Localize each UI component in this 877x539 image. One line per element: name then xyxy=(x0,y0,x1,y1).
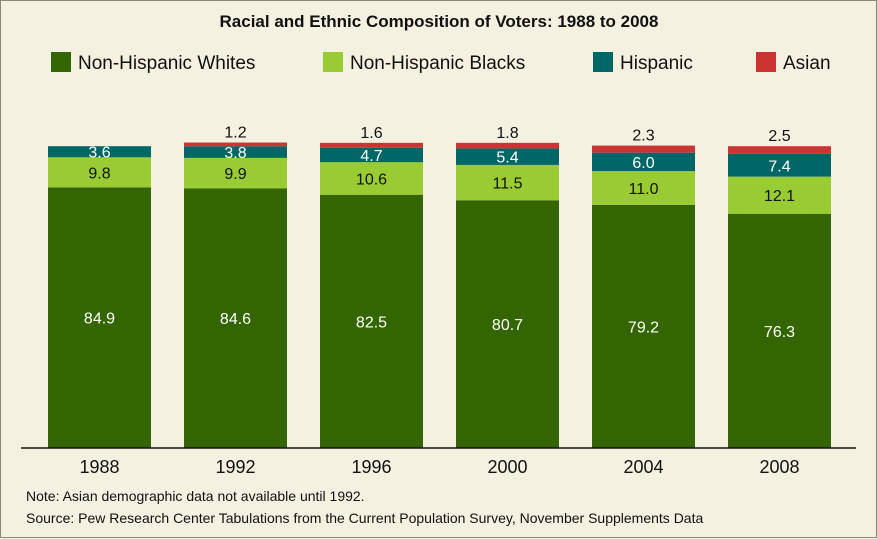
bar-asian-2004 xyxy=(592,145,695,153)
data-label-hispanic-2004: 6.0 xyxy=(632,155,654,172)
data-label-non-hispanic-blacks-2008: 12.1 xyxy=(764,188,795,205)
bar-non-hispanic-whites-1988 xyxy=(48,187,151,448)
legend-swatch-hispanic xyxy=(593,52,613,72)
data-label-asian-1996: 1.6 xyxy=(360,125,382,142)
bar-asian-1992 xyxy=(184,142,287,147)
bar-non-hispanic-blacks-2004 xyxy=(592,171,695,205)
data-label-hispanic-2008: 7.4 xyxy=(768,158,790,175)
data-label-non-hispanic-blacks-1988: 9.8 xyxy=(88,165,110,182)
bar-asian-2000 xyxy=(456,142,559,149)
data-label-non-hispanic-whites-1988: 84.9 xyxy=(84,311,115,328)
bars: 84.9 9.8 3.6 84.6 9.9 3.8 1.2 82.5 10.6 4.7 1.6 80.… xyxy=(48,125,831,448)
bar-asian-2008 xyxy=(728,146,831,154)
bar-asian-1996 xyxy=(320,142,423,148)
bar-non-hispanic-blacks-2000 xyxy=(456,164,559,201)
bar-hispanic-1996 xyxy=(320,147,423,163)
data-label-asian-1992: 1.2 xyxy=(224,125,246,142)
bar-hispanic-2000 xyxy=(456,148,559,165)
bar-non-hispanic-blacks-1992 xyxy=(184,157,287,189)
source-text: Source: Pew Research Center Tabulations … xyxy=(26,510,703,526)
data-label-non-hispanic-whites-2008: 76.3 xyxy=(764,324,795,341)
bar-non-hispanic-blacks-1996 xyxy=(320,162,423,195)
data-label-hispanic-1988: 3.6 xyxy=(88,145,110,162)
data-label-hispanic-1992: 3.8 xyxy=(224,145,246,162)
data-label-non-hispanic-whites-1996: 82.5 xyxy=(356,314,387,331)
x-tick-2008: 2008 xyxy=(759,457,799,477)
legend: Non-Hispanic Whites Non-Hispanic Blacks Hi… xyxy=(51,52,831,74)
x-tick-1988: 1988 xyxy=(79,457,119,477)
bar-non-hispanic-whites-2004 xyxy=(592,204,695,448)
data-label-non-hispanic-whites-2000: 80.7 xyxy=(492,317,523,334)
bar-hispanic-2008 xyxy=(728,153,831,177)
x-tick-1996: 1996 xyxy=(351,457,391,477)
data-label-non-hispanic-blacks-1992: 9.9 xyxy=(224,166,246,183)
data-label-non-hispanic-whites-2004: 79.2 xyxy=(628,319,659,336)
data-label-non-hispanic-blacks-2000: 11.5 xyxy=(493,176,523,193)
bar-hispanic-1992 xyxy=(184,146,287,158)
x-tick-2004: 2004 xyxy=(623,457,663,477)
bar-non-hispanic-whites-1992 xyxy=(184,188,287,448)
chart-title: Racial and Ethnic Composition of Voters:… xyxy=(220,12,659,31)
data-label-hispanic-2000: 5.4 xyxy=(496,150,518,167)
note-text: Note: Asian demographic data not availab… xyxy=(26,488,365,504)
bar-non-hispanic-whites-2000 xyxy=(456,200,559,448)
legend-label-non-hispanic-whites: Non-Hispanic Whites xyxy=(78,53,255,74)
x-tick-labels: 1988 1992 1996 2000 2004 2008 xyxy=(79,457,799,477)
data-label-non-hispanic-whites-1992: 84.6 xyxy=(220,311,251,328)
bar-hispanic-2004 xyxy=(592,152,695,172)
legend-swatch-non-hispanic-blacks xyxy=(323,52,343,72)
data-label-asian-2008: 2.5 xyxy=(768,128,790,145)
data-label-non-hispanic-blacks-2004: 11.0 xyxy=(629,181,659,198)
bar-non-hispanic-blacks-2008 xyxy=(728,176,831,214)
bar-non-hispanic-whites-2008 xyxy=(728,213,831,448)
x-tick-1992: 1992 xyxy=(215,457,255,477)
legend-label-asian: Asian xyxy=(783,53,831,74)
data-label-asian-2004: 2.3 xyxy=(632,128,654,145)
legend-label-non-hispanic-blacks: Non-Hispanic Blacks xyxy=(350,53,525,74)
legend-swatch-asian xyxy=(756,52,776,72)
data-label-hispanic-1996: 4.7 xyxy=(360,148,382,165)
data-label-non-hispanic-blacks-1996: 10.6 xyxy=(356,171,387,188)
data-label-asian-2000: 1.8 xyxy=(496,125,518,142)
bar-non-hispanic-blacks-1988 xyxy=(48,157,151,188)
x-tick-2000: 2000 xyxy=(487,457,527,477)
bar-non-hispanic-whites-1996 xyxy=(320,194,423,448)
legend-swatch-non-hispanic-whites xyxy=(51,52,71,72)
bar-hispanic-1988 xyxy=(48,146,151,158)
legend-label-hispanic: Hispanic xyxy=(620,53,693,74)
